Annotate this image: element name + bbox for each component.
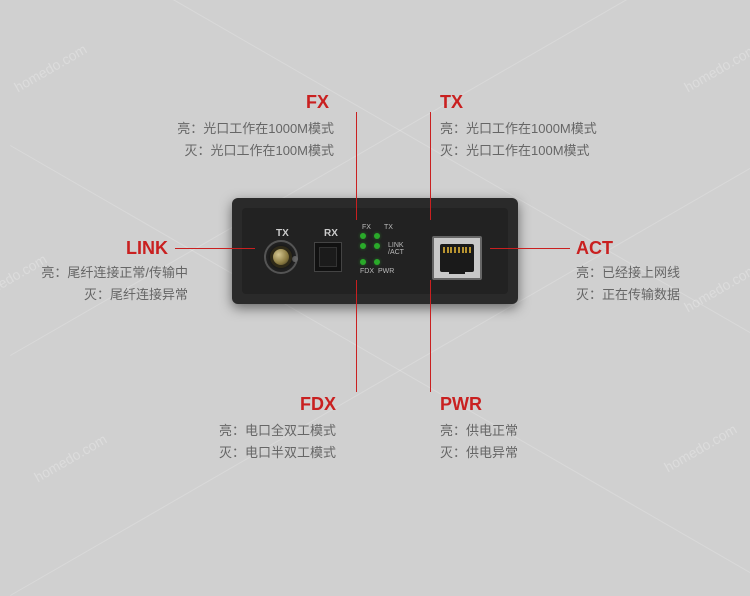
callout-text-fdx: 亮：电口全双工模式 灭：电口半双工模式 [196,420,336,464]
tx-off: 灭：光口工作在100M模式 [440,140,597,162]
led-label-fx: FX [362,224,376,231]
callout-title-act: ACT [576,238,613,259]
led-act [374,243,380,249]
tx-on: 亮：光口工作在1000M模式 [440,118,597,140]
callout-text-act: 亮：已经接上网线 灭：正在传输数据 [576,262,680,306]
link-on: 亮：尾纤连接正常/传输中 [18,262,188,284]
led-pwr [374,259,380,265]
led-label-tx: TX [384,224,398,231]
callout-line-fx [356,112,357,220]
callout-line-link [175,248,255,249]
led-label-link: LINK [388,242,412,249]
led-fx [360,233,366,239]
fdx-off: 灭：电口半双工模式 [196,442,336,464]
act-off: 灭：正在传输数据 [576,284,680,306]
callout-text-link: 亮：尾纤连接正常/传输中 灭：尾纤连接异常 [18,262,188,306]
media-converter-device: TX RX FX TX LINK /ACT [232,198,518,304]
callout-line-tx [430,112,431,220]
pwr-on: 亮：供电正常 [440,420,518,442]
callout-line-pwr [430,280,431,392]
fdx-on: 亮：电口全双工模式 [196,420,336,442]
act-on: 亮：已经接上网线 [576,262,680,284]
pwr-off: 灭：供电异常 [440,442,518,464]
fiber-port-rx [314,242,342,272]
watermark: homedo.com [11,41,89,95]
watermark: homedo.com [681,41,750,95]
callout-title-tx: TX [440,92,463,113]
callout-text-fx: 亮：光口工作在1000M模式 灭：光口工作在100M模式 [148,118,334,162]
port-label-tx: TX [276,228,289,239]
led-label-fdx: FDX [360,268,374,275]
callout-text-tx: 亮：光口工作在1000M模式 灭：光口工作在100M模式 [440,118,597,162]
link-off: 灭：尾纤连接异常 [18,284,188,306]
callout-text-pwr: 亮：供电正常 灭：供电异常 [440,420,518,464]
led-link [360,243,366,249]
device-faceplate: TX RX FX TX LINK /ACT [242,208,508,294]
callout-line-fdx [356,280,357,392]
fx-off: 灭：光口工作在100M模式 [148,140,334,162]
led-fdx [360,259,366,265]
callout-line-act [490,248,570,249]
callout-title-fdx: FDX [300,394,336,415]
led-tx [374,233,380,239]
rj45-port [432,236,482,280]
callout-title-link: LINK [126,238,168,259]
watermark: homedo.com [661,421,739,475]
led-label-pwr: PWR [378,268,394,275]
led-panel: FX TX LINK /ACT FDX PWR [360,224,420,275]
port-label-rx: RX [324,228,338,239]
callout-title-fx: FX [306,92,329,113]
callout-title-pwr: PWR [440,394,482,415]
watermark: homedo.com [681,261,750,315]
led-label-act: /ACT [388,249,412,256]
fx-on: 亮：光口工作在1000M模式 [148,118,334,140]
watermark: homedo.com [31,431,109,485]
fc-connector [270,246,292,268]
